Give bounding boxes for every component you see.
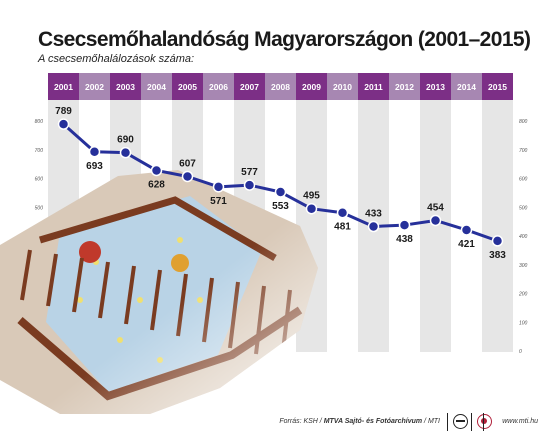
data-label: 553 [272,201,289,212]
year-header-cell [296,73,327,100]
data-label: 607 [179,158,196,169]
x-tick-label: 2008 [271,82,290,92]
x-tick-label: 2010 [333,82,352,92]
y-tick-label-left: 600 [35,177,44,183]
data-label: 495 [303,191,320,202]
source-credit: Forrás: KSH / MTVA Sajtó- és Fotóarchívu… [279,418,440,425]
y-tick-label-right: 300 [519,263,528,269]
data-point [398,219,411,231]
x-tick-label: 2009 [302,82,321,92]
data-label: 577 [241,167,258,178]
data-point [119,146,132,159]
line-chart: 2001 2002 2003 2004 2005 2006 2007 2008 2009 2010… [0,73,528,414]
footer: Forrás: KSH / MTVA Sajtó- és Fotóarchívu… [0,411,546,435]
x-tick-label: 2011 [364,82,383,92]
y-tick-label-right: 500 [519,205,528,211]
x-tick-label: 2007 [240,82,259,92]
source-prefix: Forrás: KSH / [279,418,324,425]
y-tick-label-right: 100 [519,320,528,326]
x-tick-label: 2003 [116,82,135,92]
x-tick-label: 2004 [147,82,166,92]
year-header-cell [110,73,141,100]
source-suffix: / MTI [422,418,440,425]
y-tick-label-right: 200 [518,292,528,298]
x-tick-label: 2005 [178,82,197,92]
year-header-cell [48,73,79,100]
source-archive: MTVA Sajtó- és Fotóarchívum [323,418,423,425]
year-header-cell [327,73,358,100]
data-point [212,181,225,193]
data-label: 454 [427,202,444,213]
divider [471,413,472,431]
data-label: 571 [210,196,227,207]
x-tick-label: 2006 [209,82,228,92]
chart-subtitle: A csecsemőhalálozások száma: [38,53,195,65]
year-header-cell [141,73,172,100]
year-header-cell [203,73,234,100]
year-header-cell [234,73,265,100]
data-point [336,206,349,219]
data-point [429,214,442,227]
y-tick-label-right: 400 [519,234,528,240]
data-label: 789 [55,106,72,117]
data-point [274,186,287,198]
data-point [150,164,163,177]
y-tick-label-right: 0 [519,349,522,355]
data-point [57,118,70,130]
mti-logo-icon [477,414,492,429]
year-header-cell [172,73,203,100]
data-label: 433 [365,209,382,220]
year-header-cell [358,73,389,100]
year-header-cell [79,73,110,100]
divider [447,413,448,431]
data-point [491,235,504,247]
y-tick-label-left: 800 [35,119,44,125]
x-tick-label: 2002 [85,82,104,92]
year-header-cell [420,73,451,100]
data-point [305,202,318,215]
data-point [367,220,380,233]
divider [483,413,484,431]
x-tick-label: 2012 [395,82,414,92]
data-label: 690 [117,135,134,146]
year-header-cell [451,73,482,100]
data-label: 421 [458,239,475,250]
page-title: Csecsemőhalandóság Magyarországon (2001–… [38,28,531,51]
year-header-cell [265,73,296,100]
data-label: 693 [86,161,103,172]
y-tick-label-left: 500 [35,205,44,211]
year-header-cell [389,73,420,100]
x-tick-label: 2001 [54,82,73,92]
mtva-logo-icon [453,414,468,429]
data-label: 438 [396,234,413,245]
x-tick-label: 2015 [488,82,507,92]
column-stripe [327,100,358,352]
data-point [460,224,473,236]
x-tick-label: 2014 [457,82,476,92]
y-tick-label-right: 800 [519,119,528,125]
data-point [88,146,101,158]
data-label: 628 [148,179,165,190]
x-tick-label: 2013 [426,82,445,92]
year-header-cell [482,73,513,100]
y-tick-label-right: 600 [519,177,528,183]
data-point [243,179,256,191]
data-label: 481 [334,222,351,233]
data-label: 383 [489,250,506,261]
column-stripe [482,100,513,352]
y-tick-label-left: 700 [35,148,44,154]
website-link[interactable]: www.mti.hu [502,418,538,425]
data-point [181,170,194,183]
y-tick-label-right: 700 [519,148,528,154]
